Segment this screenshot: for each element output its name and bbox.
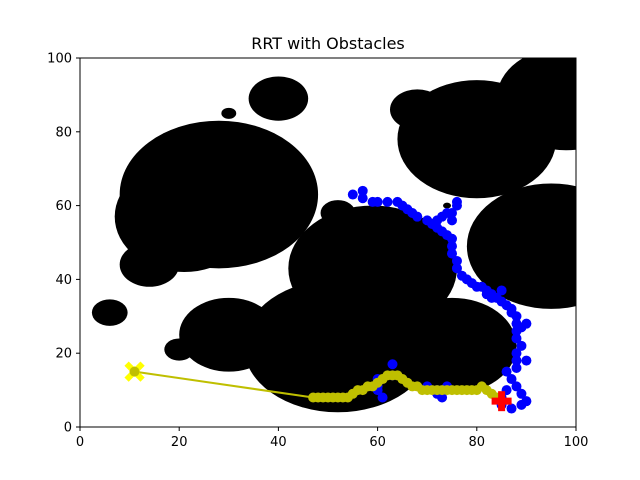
x-tick-label-5: 100 bbox=[564, 435, 589, 450]
tree-node-41 bbox=[511, 355, 522, 366]
obstacle-2 bbox=[119, 242, 180, 287]
tree-node-1 bbox=[357, 185, 368, 196]
obstacles-layer bbox=[91, 58, 576, 413]
tree-node-39 bbox=[516, 340, 527, 351]
x-tick-label-0: 0 bbox=[76, 435, 84, 450]
x-tick-label-4: 80 bbox=[469, 435, 486, 450]
obstacle-10 bbox=[320, 200, 356, 226]
tree-node-68 bbox=[377, 392, 388, 403]
obstacle-13 bbox=[390, 89, 445, 130]
tree-node-53 bbox=[516, 388, 527, 399]
tree-node-42 bbox=[521, 355, 532, 366]
obstacle-11 bbox=[387, 297, 517, 394]
obstacle-9 bbox=[288, 205, 457, 332]
tree-node-60 bbox=[432, 215, 443, 226]
y-tick-label-2: 40 bbox=[55, 273, 72, 288]
y-tick-label-4: 80 bbox=[55, 125, 72, 140]
markers-layer bbox=[124, 361, 512, 412]
obstacle-16 bbox=[443, 202, 452, 209]
tree-node-36 bbox=[521, 318, 532, 329]
y-tick-label-1: 20 bbox=[55, 347, 72, 362]
tree-node-20 bbox=[451, 263, 462, 274]
chart-title: RRT with Obstacles bbox=[251, 34, 405, 53]
tree-node-62 bbox=[481, 289, 492, 300]
x-tick-label-2: 40 bbox=[270, 435, 287, 450]
tree-node-57 bbox=[451, 196, 462, 207]
tree-node-52 bbox=[521, 396, 532, 407]
tree-node-38 bbox=[511, 333, 522, 344]
y-tick-label-5: 100 bbox=[47, 52, 72, 67]
y-tick-label-0: 0 bbox=[64, 421, 72, 436]
tree-node-2 bbox=[357, 193, 368, 204]
plot-frame bbox=[79, 57, 577, 428]
x-tick-label-3: 60 bbox=[369, 435, 386, 450]
obstacle-6 bbox=[248, 76, 309, 121]
obstacle-15 bbox=[496, 58, 576, 151]
tree-node-45 bbox=[506, 374, 517, 385]
tree-node-4 bbox=[372, 196, 383, 207]
tree-node-63 bbox=[496, 285, 507, 296]
tree-node-50 bbox=[506, 403, 517, 414]
goal-marker bbox=[491, 391, 512, 412]
axes-layer: 0 20 40 60 80 100 0 20 40 60 80 100 bbox=[47, 52, 588, 451]
obstacle-3 bbox=[91, 299, 128, 326]
tree-node-33 bbox=[511, 311, 522, 322]
tree-node-44 bbox=[501, 366, 512, 377]
y-tick-label-3: 60 bbox=[55, 199, 72, 214]
tree-layer bbox=[347, 185, 532, 414]
obstacle-5 bbox=[221, 107, 237, 119]
x-tick-label-1: 20 bbox=[171, 435, 188, 450]
tree-node-54 bbox=[447, 215, 457, 226]
tree-node-40 bbox=[511, 348, 522, 359]
tree-node-16 bbox=[447, 233, 457, 244]
obstacle-14 bbox=[466, 183, 576, 309]
tree-node-43 bbox=[511, 362, 522, 373]
start-marker bbox=[124, 361, 145, 382]
tree-node-65 bbox=[387, 359, 398, 370]
path-layer bbox=[129, 366, 507, 407]
tree-node-17 bbox=[447, 241, 457, 252]
tree-node-46 bbox=[511, 381, 522, 392]
tree-node-37 bbox=[511, 326, 522, 337]
tree-node-5 bbox=[382, 196, 393, 207]
tree-node-18 bbox=[447, 248, 457, 259]
tree-node-19 bbox=[451, 255, 462, 266]
tree-node-10 bbox=[412, 211, 423, 222]
start-marker-dot bbox=[129, 366, 140, 377]
tree-node-0 bbox=[347, 189, 358, 200]
